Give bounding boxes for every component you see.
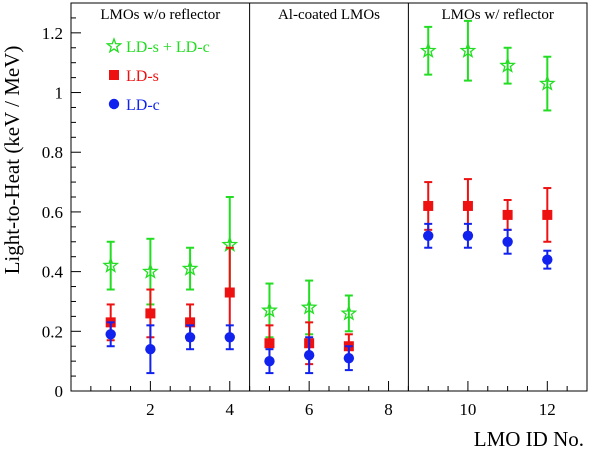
y-tick-label: 1 (55, 84, 64, 103)
series (105, 222, 553, 375)
y-tick-label: 1.2 (42, 24, 63, 43)
x-axis-title: LMO ID No. (474, 427, 584, 451)
x-tick-label: 8 (384, 400, 393, 419)
y-tick-label: 0 (55, 382, 64, 401)
section-title: LMOs w/o reflector (100, 7, 220, 23)
data-point (423, 230, 434, 241)
plot-border (70, 2, 588, 392)
x-tick-label: 2 (146, 400, 155, 419)
plot-frame (70, 2, 588, 392)
data-point (185, 317, 196, 328)
legend-label: LD-s (126, 68, 159, 85)
tick-layer: 2 4 6 8 10 12 0 0.2 0.4 0.6 0.8 1 1.2 (42, 17, 568, 419)
data-point (264, 355, 275, 367)
legend-marker (105, 37, 123, 54)
data-point (462, 200, 473, 211)
data-point (141, 262, 159, 279)
data-point (224, 287, 235, 298)
y-axis-title: Light-to-Heat (keV / MeV) (0, 46, 24, 275)
data-point (184, 332, 196, 343)
data-point (340, 304, 358, 321)
data-point (261, 301, 278, 318)
x-tick-label: 12 (539, 400, 556, 419)
data-point (145, 344, 156, 355)
x-tick-label: 10 (459, 400, 476, 419)
series (102, 19, 556, 339)
section-title: LMOs w/ reflector (441, 7, 553, 23)
y-tick-label: 0.6 (42, 203, 63, 222)
legend-marker (108, 98, 120, 110)
data-point (102, 256, 120, 273)
section-layer: LMOs w/o reflector Al-coated LMOs LMOs w/ … (100, 3, 554, 391)
data-point (419, 41, 437, 58)
data-point (538, 74, 556, 91)
y-tick-label: 0.8 (42, 143, 63, 162)
series-layer (102, 19, 556, 375)
data-point (181, 259, 199, 276)
data-point (542, 209, 553, 220)
data-point (300, 298, 318, 315)
data-point (502, 236, 513, 247)
data-point (502, 209, 513, 220)
data-point (542, 254, 553, 265)
y-tick-label: 0.2 (42, 322, 63, 341)
data-point (264, 338, 275, 349)
data-point (499, 56, 517, 73)
data-point (145, 308, 156, 319)
data-point (343, 352, 355, 364)
y-tick-label: 0.4 (42, 263, 64, 282)
legend-marker (109, 70, 119, 80)
legend: LD-s + LD-c LD-s LD-c (105, 37, 210, 114)
data-point (105, 329, 116, 340)
data-point (303, 349, 315, 361)
data-point (459, 41, 477, 58)
section-title: Al-coated LMOs (278, 7, 380, 23)
x-tick-label: 6 (305, 400, 314, 419)
data-point (224, 332, 235, 343)
legend-label: LD-c (126, 97, 160, 114)
data-point (423, 200, 434, 211)
series (105, 178, 553, 366)
data-point (462, 230, 474, 241)
legend-label: LD-s + LD-c (126, 39, 210, 56)
x-tick-label: 4 (226, 400, 235, 419)
